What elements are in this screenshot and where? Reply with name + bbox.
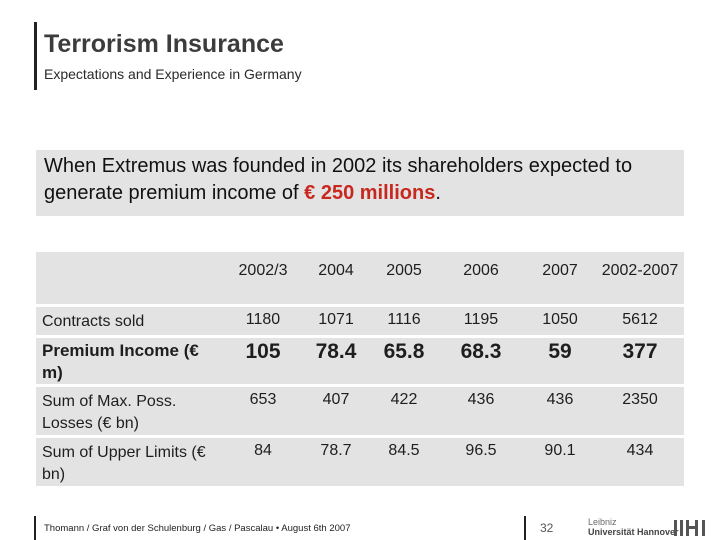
table-cell: 90.1 — [524, 438, 596, 486]
column-header: 2007 — [524, 252, 596, 304]
table-header-row: 2002/3 2004 2005 2006 2007 2002-2007 — [36, 252, 684, 304]
page-number: 32 — [540, 521, 554, 535]
table-cell: 1180 — [224, 307, 302, 335]
page-title: Terrorism Insurance — [44, 30, 284, 58]
column-header: 2004 — [302, 252, 370, 304]
table-cell: 78.7 — [302, 438, 370, 486]
table-cell: 84.5 — [370, 438, 438, 486]
table-cell: 2350 — [596, 387, 684, 435]
logo-line-2: Universität Hannover — [588, 527, 679, 537]
table-cell: 1071 — [302, 307, 370, 335]
column-header: 2002/3 — [224, 252, 302, 304]
table-row: Sum of Max. Poss. Losses (€ bn) 653 407 … — [36, 387, 684, 435]
title-accent-bar — [34, 22, 37, 90]
table-cell: 78.4 — [302, 338, 370, 384]
row-label: Contracts sold — [36, 307, 224, 335]
table-cell: 377 — [596, 338, 684, 384]
table-cell: 59 — [524, 338, 596, 384]
callout-box: When Extremus was founded in 2002 its sh… — [36, 150, 684, 216]
table-cell: 68.3 — [438, 338, 524, 384]
table-cell: 65.8 — [370, 338, 438, 384]
callout-highlight: € 250 millions — [304, 182, 436, 204]
column-header: 2005 — [370, 252, 438, 304]
table-cell: 1195 — [438, 307, 524, 335]
table-cell: 436 — [438, 387, 524, 435]
table-corner-cell — [36, 252, 224, 304]
university-logo: Leibniz Universität Hannover — [588, 516, 718, 540]
table-row: Sum of Upper Limits (€ bn) 84 78.7 84.5 … — [36, 438, 684, 486]
table-cell: 407 — [302, 387, 370, 435]
table-cell: 434 — [596, 438, 684, 486]
footer-accent-bar — [34, 516, 36, 540]
row-label: Sum of Upper Limits (€ bn) — [36, 438, 224, 486]
table-cell: 105 — [224, 338, 302, 384]
table-cell: 84 — [224, 438, 302, 486]
table-cell: 1116 — [370, 307, 438, 335]
table-row: Contracts sold 1180 1071 1116 1195 1050 … — [36, 307, 684, 335]
results-table: 2002/3 2004 2005 2006 2007 2002-2007 Con… — [36, 249, 684, 489]
column-header: 2006 — [438, 252, 524, 304]
row-label: Sum of Max. Poss. Losses (€ bn) — [36, 387, 224, 435]
footer-separator: • — [275, 523, 280, 534]
table-row: Premium Income (€ m) 105 78.4 65.8 68.3 … — [36, 338, 684, 384]
table-cell: 436 — [524, 387, 596, 435]
callout-text-end: . — [435, 182, 441, 204]
table-cell: 653 — [224, 387, 302, 435]
table-cell: 1050 — [524, 307, 596, 335]
row-label: Premium Income (€ m) — [36, 338, 224, 384]
callout-text: When Extremus was founded in 2002 its sh… — [44, 155, 633, 204]
page-number-bar — [524, 516, 526, 540]
footer-authors: Thomann / Graf von der Schulenburg / Gas… — [44, 523, 274, 534]
logo-text: Leibniz Universität Hannover — [588, 517, 679, 537]
table-cell: 422 — [370, 387, 438, 435]
page-subtitle: Expectations and Experience in Germany — [44, 66, 302, 82]
logo-line-1: Leibniz — [588, 517, 617, 527]
column-header: 2002-2007 — [596, 252, 684, 304]
table-cell: 96.5 — [438, 438, 524, 486]
footer-citation: Thomann / Graf von der Schulenburg / Gas… — [44, 523, 350, 534]
table-cell: 5612 — [596, 307, 684, 335]
luh-logo-icon — [674, 520, 705, 536]
footer-date: August 6th 2007 — [281, 523, 351, 534]
